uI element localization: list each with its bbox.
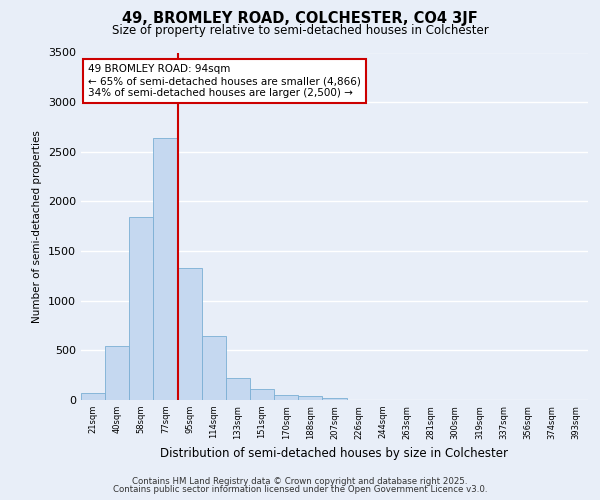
- Text: Contains public sector information licensed under the Open Government Licence v3: Contains public sector information licen…: [113, 485, 487, 494]
- Bar: [129, 218, 154, 400]
- Bar: [178, 268, 202, 400]
- Text: 49 BROMLEY ROAD: 94sqm
← 65% of semi-detached houses are smaller (4,866)
34% of : 49 BROMLEY ROAD: 94sqm ← 65% of semi-det…: [88, 64, 361, 98]
- X-axis label: Distribution of semi-detached houses by size in Colchester: Distribution of semi-detached houses by …: [161, 447, 509, 460]
- Bar: [202, 336, 226, 400]
- Text: 49, BROMLEY ROAD, COLCHESTER, CO4 3JF: 49, BROMLEY ROAD, COLCHESTER, CO4 3JF: [122, 11, 478, 26]
- Bar: [250, 389, 274, 400]
- Bar: [298, 396, 322, 400]
- Bar: [274, 394, 298, 400]
- Bar: [81, 393, 105, 400]
- Y-axis label: Number of semi-detached properties: Number of semi-detached properties: [32, 130, 43, 322]
- Bar: [154, 138, 178, 400]
- Bar: [226, 378, 250, 400]
- Bar: [105, 346, 129, 400]
- Bar: [322, 398, 347, 400]
- Text: Contains HM Land Registry data © Crown copyright and database right 2025.: Contains HM Land Registry data © Crown c…: [132, 477, 468, 486]
- Text: Size of property relative to semi-detached houses in Colchester: Size of property relative to semi-detach…: [112, 24, 488, 37]
